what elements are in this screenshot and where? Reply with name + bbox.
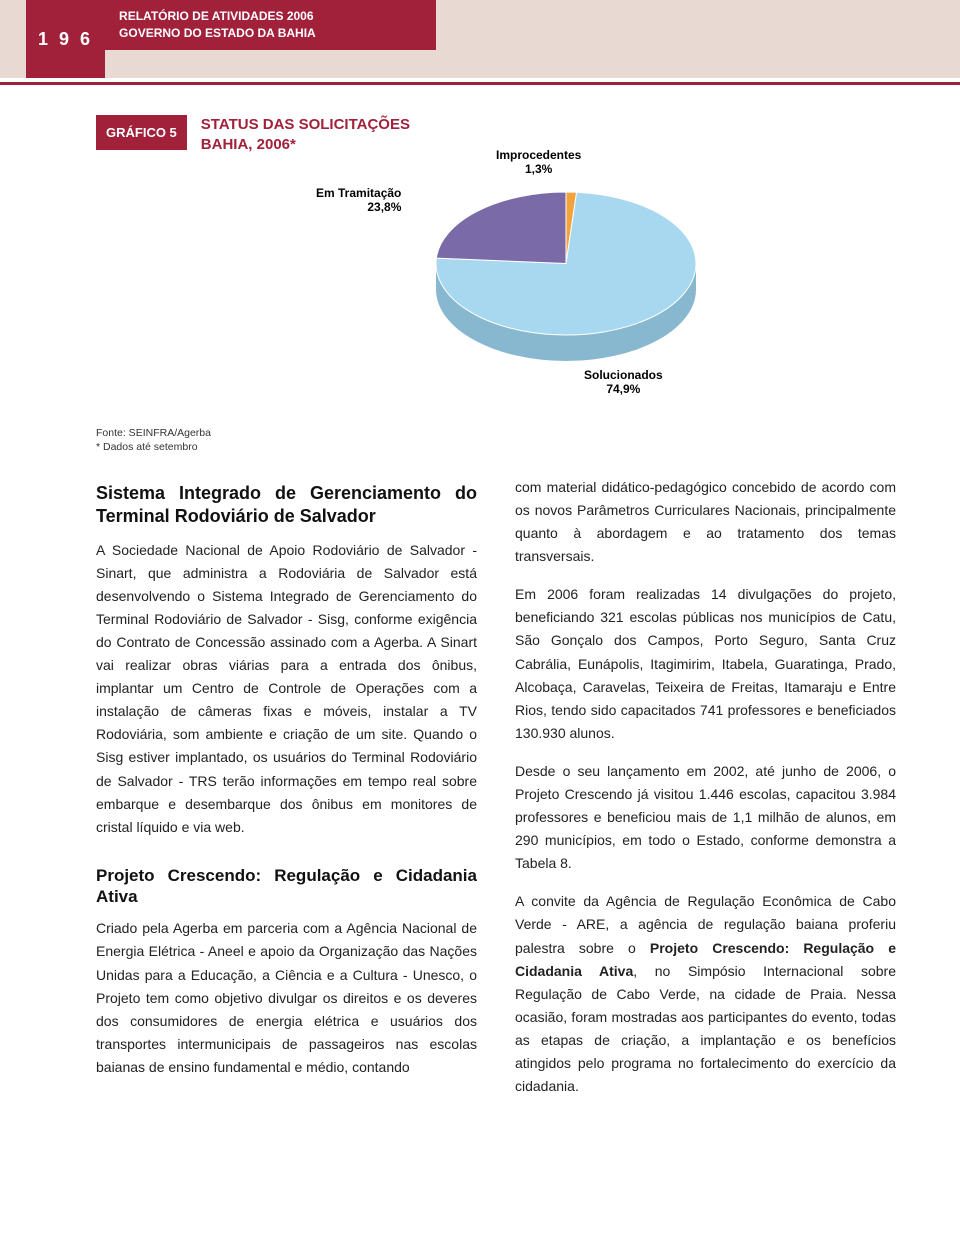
paragraph-projeto-intro: Criado pela Agerba em parceria com a Agê… bbox=[96, 917, 477, 1079]
chart-title-line2: BAHIA, 2006* bbox=[201, 135, 410, 155]
chart-badge: GRÁFICO 5 bbox=[96, 115, 187, 150]
paragraph-r3: Desde o seu lançamento em 2002, até junh… bbox=[515, 760, 896, 875]
paragraph-r4: A convite da Agência de Regulação Econôm… bbox=[515, 890, 896, 1098]
chart-source: Fonte: SEINFRA/Agerba * Dados até setemb… bbox=[96, 426, 896, 454]
left-column: Sistema Integrado de Gerenciamento do Te… bbox=[96, 476, 477, 1113]
chart-title-line1: STATUS DAS SOLICITAÇÕES bbox=[201, 115, 410, 135]
header-band: 1 9 6 RELATÓRIO DE ATIVIDADES 2006 GOVER… bbox=[0, 0, 960, 78]
report-title-line1: RELATÓRIO DE ATIVIDADES 2006 bbox=[119, 8, 316, 25]
p4-post: , no Simpósio Internacional sobre Regula… bbox=[515, 963, 896, 1094]
section-heading-sistema: Sistema Integrado de Gerenciamento do Te… bbox=[96, 482, 477, 529]
label-improcedentes: Improcedentes1,3% bbox=[496, 148, 581, 177]
label-em-tramitacao: Em Tramitação23,8% bbox=[316, 186, 401, 215]
paragraph-r2: Em 2006 foram realizadas 14 divulgações … bbox=[515, 583, 896, 745]
source-line1: Fonte: SEINFRA/Agerba bbox=[96, 426, 896, 440]
report-title-line2: GOVERNO DO ESTADO DA BAHIA bbox=[119, 25, 316, 42]
pie-wrapper bbox=[436, 192, 696, 366]
pie-chart: Improcedentes1,3% Em Tramitação23,8% Sol… bbox=[196, 162, 896, 422]
chart-title: STATUS DAS SOLICITAÇÕES BAHIA, 2006* bbox=[201, 115, 410, 156]
paragraph-sistema: A Sociedade Nacional de Apoio Rodoviário… bbox=[96, 539, 477, 839]
source-line2: * Dados até setembro bbox=[96, 440, 896, 454]
label-solucionados: Solucionados74,9% bbox=[584, 368, 663, 397]
paragraph-r1: com material didático-pedagógico concebi… bbox=[515, 476, 896, 568]
page-number: 1 9 6 bbox=[26, 0, 105, 78]
section-heading-projeto: Projeto Crescendo: Regulação e Cidadania… bbox=[96, 865, 477, 908]
right-column: com material didático-pedagógico concebi… bbox=[515, 476, 896, 1113]
report-title: RELATÓRIO DE ATIVIDADES 2006 GOVERNO DO … bbox=[105, 0, 436, 50]
